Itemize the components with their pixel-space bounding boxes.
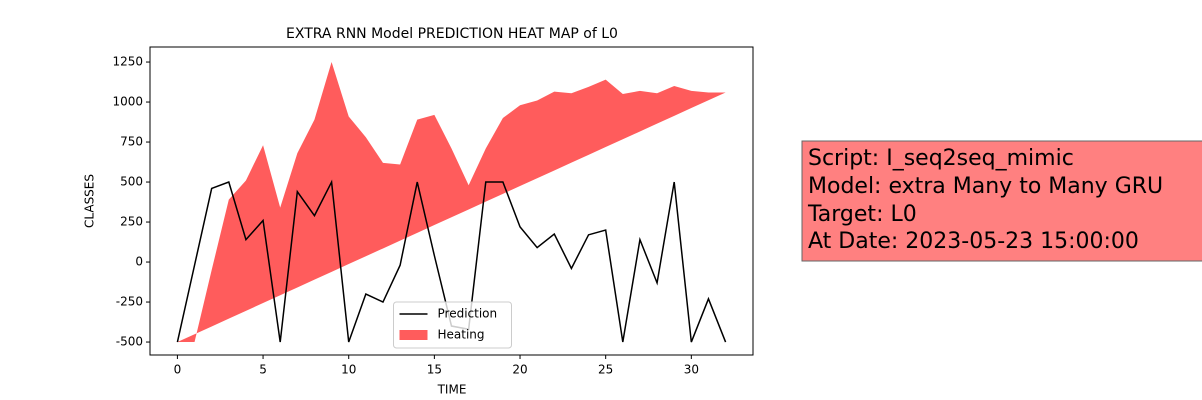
y-tick-label: 750	[120, 135, 143, 149]
legend-label: Heating	[438, 328, 485, 342]
plot-area	[176, 62, 727, 343]
textbox-line: Script: I_seq2seq_mimic	[808, 146, 1074, 171]
legend: Prediction Heating	[393, 301, 512, 349]
legend-swatch	[399, 330, 428, 340]
textbox: Script: I_seq2seq_mimic Model: extra Man…	[801, 140, 1202, 262]
heating-area	[177, 62, 726, 343]
x-axis-label: TIME	[437, 383, 467, 397]
legend-label: Prediction	[438, 307, 498, 321]
chart-title: EXTRA RNN Model PREDICTION HEAT MAP of L…	[286, 26, 618, 42]
textbox-bg	[801, 140, 1202, 262]
y-axis-label: CLASSES	[83, 174, 97, 228]
y-tick-label: -500	[116, 335, 143, 349]
y-tick-label: -250	[116, 295, 143, 309]
textbox-line: Target: L0	[807, 202, 917, 227]
y-tick-label: 1250	[112, 55, 143, 69]
x-tick-label: 5	[259, 363, 267, 377]
x-tick-label: 30	[684, 363, 699, 377]
y-tick-label: 500	[120, 175, 143, 189]
textbox-line: Model: extra Many to Many GRU	[808, 174, 1163, 199]
y-tick-label: 1000	[112, 95, 143, 109]
y-tick-label: 250	[120, 215, 143, 229]
x-tick-label: 10	[341, 363, 356, 377]
x-tick-label: 20	[512, 363, 527, 377]
y-tick-label: 0	[135, 255, 143, 269]
axes-frame	[149, 46, 754, 356]
x-tick-label: 15	[427, 363, 442, 377]
x-tick-label: 25	[598, 363, 613, 377]
x-tick-label: 0	[174, 363, 182, 377]
textbox-line: At Date: 2023-05-23 15:00:00	[808, 229, 1139, 254]
